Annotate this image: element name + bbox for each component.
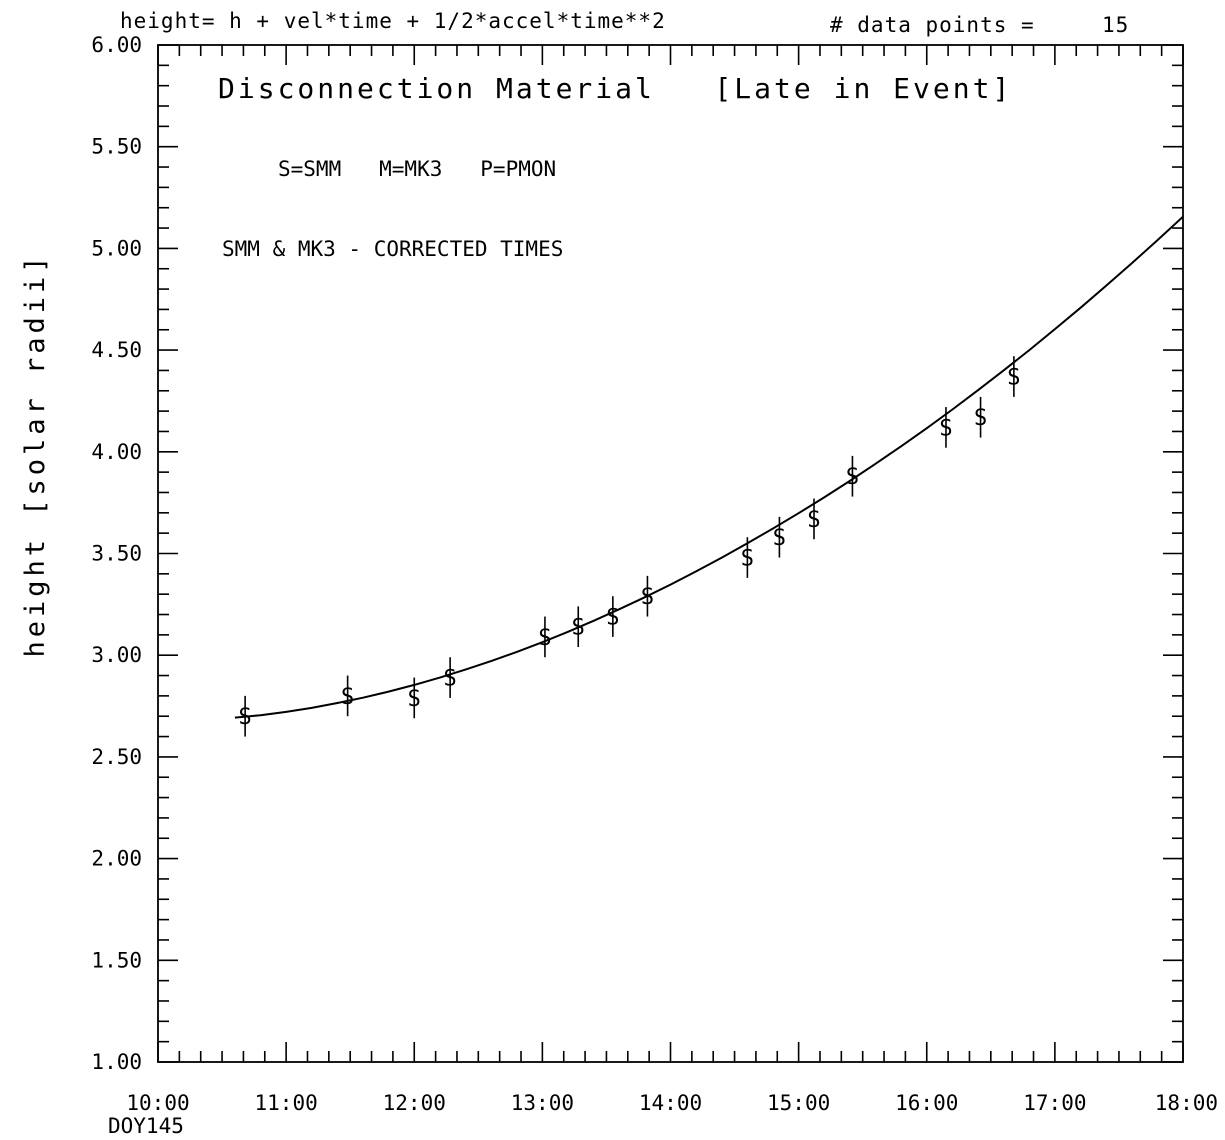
- point-marker: S: [807, 508, 820, 533]
- x-tick-label: 18:00: [1155, 1091, 1218, 1115]
- data-point: S: [939, 407, 953, 448]
- y-tick-label: 1.00: [91, 1050, 142, 1074]
- point-marker: S: [741, 547, 754, 572]
- point-marker: S: [572, 616, 585, 641]
- point-marker: S: [606, 606, 619, 631]
- data-points-count: 15: [1102, 13, 1129, 37]
- data-point: S: [341, 675, 354, 717]
- point-marker: S: [239, 705, 252, 730]
- data-point: S: [538, 616, 552, 658]
- y-tick-label: 5.50: [91, 135, 142, 159]
- y-tick-label: 3.00: [91, 643, 142, 667]
- data-point: S: [641, 575, 654, 617]
- y-tick-label: 4.50: [91, 338, 142, 362]
- data-point: S: [606, 596, 619, 637]
- y-tick-label: 1.50: [91, 948, 142, 972]
- data-point: S: [846, 455, 859, 497]
- x-tick-label: 16:00: [895, 1091, 958, 1115]
- x-tick-label: 13:00: [511, 1091, 574, 1115]
- y-tick-label: 2.50: [91, 745, 142, 769]
- point-marker: S: [641, 585, 654, 610]
- x-tick-label: 15:00: [767, 1091, 830, 1115]
- y-tick-label: 6.00: [91, 33, 142, 57]
- point-marker: S: [773, 526, 786, 551]
- fit-curve: [234, 215, 1184, 719]
- point-marker: S: [1007, 366, 1020, 391]
- data-point: S: [408, 677, 421, 719]
- y-tick-label: 4.00: [91, 440, 142, 464]
- point-marker: S: [846, 465, 859, 490]
- data-point: S: [239, 695, 252, 737]
- point-marker: S: [538, 626, 551, 651]
- x-tick-label: 10:00: [126, 1091, 189, 1115]
- x-origin-label: DOY145: [108, 1114, 184, 1138]
- data-point: S: [974, 396, 987, 438]
- data-point: S: [741, 537, 754, 578]
- data-point: S: [444, 657, 457, 698]
- x-tick-label: 12:00: [383, 1091, 446, 1115]
- plot-frame: [157, 44, 1184, 1063]
- data-point: S: [773, 516, 786, 558]
- point-marker: S: [408, 687, 421, 712]
- data-point: S: [807, 498, 821, 540]
- chart-annotation-title: Disconnection Material [Late in Event]: [218, 72, 1012, 105]
- y-axis-label: height [solar radii]: [20, 252, 51, 657]
- fit-formula: height= h + vel*time + 1/2*accel*time**2: [120, 9, 666, 33]
- y-tick-label: 3.50: [91, 542, 142, 566]
- y-tick-label: 5.00: [91, 236, 142, 260]
- x-tick-label: 17:00: [1023, 1091, 1086, 1115]
- x-tick-label: 11:00: [255, 1091, 318, 1115]
- instrument-legend: S=SMM M=MK3 P=PMON: [278, 157, 556, 181]
- x-tick-label: 14:00: [639, 1091, 702, 1115]
- corrected-times-note: SMM & MK3 - CORRECTED TIMES: [222, 237, 563, 261]
- axis-ticks: [157, 44, 1184, 1063]
- data-point: S: [572, 606, 585, 648]
- y-tick-label: 2.00: [91, 847, 142, 871]
- point-marker: S: [444, 667, 457, 692]
- point-marker: S: [341, 685, 354, 710]
- point-marker: S: [939, 416, 952, 441]
- data-point: S: [1007, 356, 1021, 397]
- point-marker: S: [974, 406, 987, 431]
- data-points-label: # data points =: [830, 13, 1035, 37]
- axis-tick-labels: 10:00 11:00 12:00 13:00 14:00 15:00 16:00 17:00…: [91, 33, 1218, 1115]
